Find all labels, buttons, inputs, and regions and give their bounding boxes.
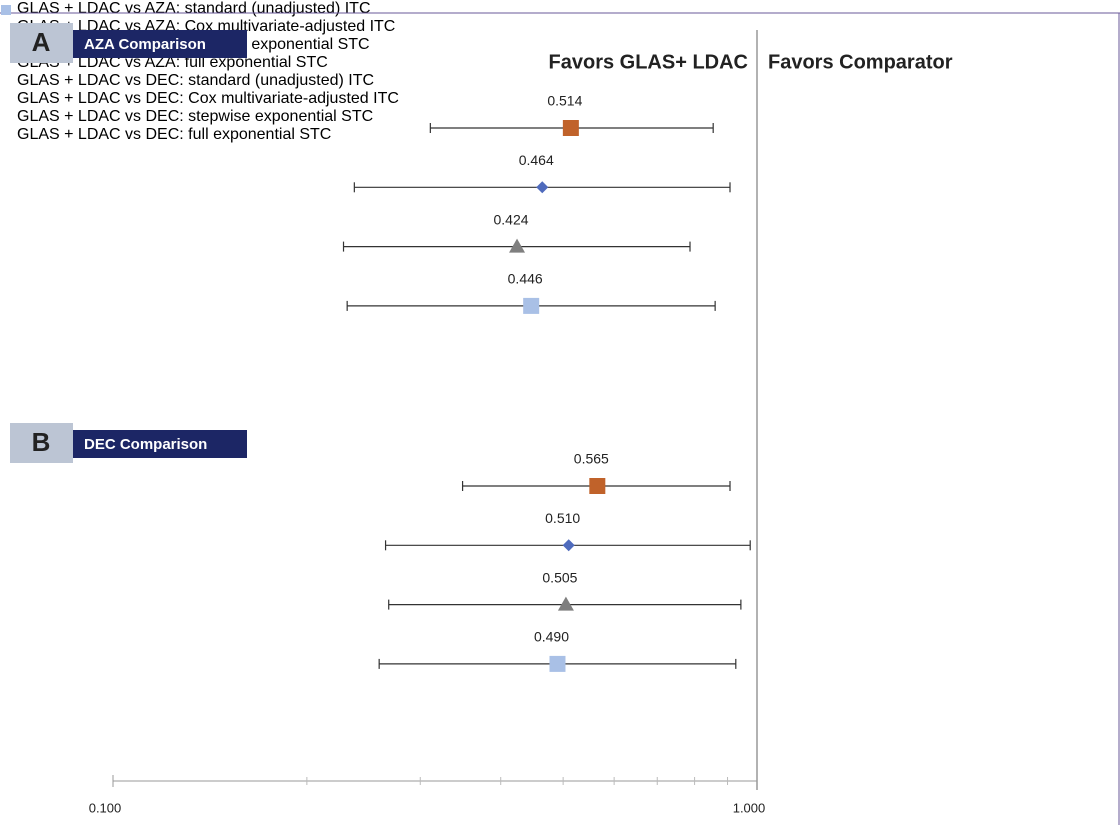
point (557, 596, 574, 611)
legend-text: GLAS + LDAC vs AZA: full exponential STC (17, 54, 328, 71)
value-label: 0.424 (494, 211, 529, 227)
value-label: 0.490 (534, 629, 569, 645)
x-tick-label: 1.000 (733, 800, 766, 815)
point (549, 655, 566, 672)
point (509, 238, 526, 253)
annotation: Favors GLAS+ LDAC (549, 51, 748, 73)
legend-text: GLAS + LDAC vs DEC: full exponential STC (17, 126, 332, 143)
legend-text: GLAS + LDAC vs DEC: standard (unadjusted… (17, 72, 375, 89)
panel-title: DEC Comparison (84, 436, 207, 453)
value-label: 0.510 (545, 510, 580, 526)
annotation: Favors Comparator (768, 51, 953, 73)
panel-title: AZA Comparison (84, 36, 206, 53)
point (536, 181, 549, 194)
value-label: 0.446 (508, 271, 543, 287)
value-label: 0.505 (542, 569, 577, 585)
legend-text: GLAS + LDAC vs DEC: Cox multivariate-adj… (17, 90, 399, 107)
value-label: 0.565 (574, 451, 609, 467)
legend-text: GLAS + LDAC vs DEC: stepwise exponential… (17, 108, 374, 125)
point (562, 539, 575, 552)
panel-label-box (10, 23, 73, 63)
x-tick-label: 0.100 (89, 800, 122, 815)
panel-title-box (73, 30, 247, 58)
legend-swatch (1, 5, 11, 15)
point (589, 478, 606, 494)
panel-label-box (10, 423, 73, 463)
legend-item: GLAS + LDAC vs DEC: full exponential STC (0, 5, 1120, 144)
value-label: 0.514 (547, 93, 582, 109)
point (562, 120, 579, 136)
panel-label: A (32, 27, 51, 57)
value-label: 0.464 (519, 152, 554, 168)
panel-label: B (32, 427, 51, 457)
point (523, 297, 540, 314)
panel-title-box (73, 430, 247, 458)
